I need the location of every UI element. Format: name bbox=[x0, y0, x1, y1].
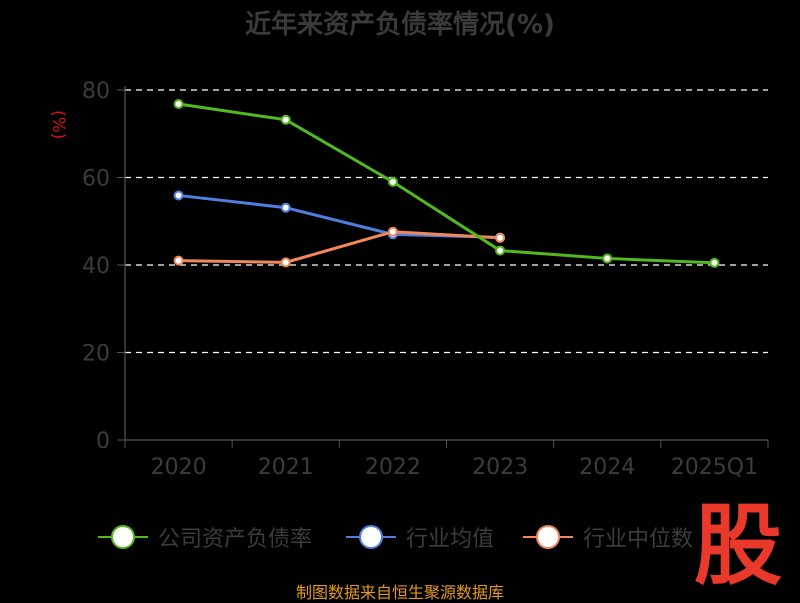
data-point-s2-2021 bbox=[280, 257, 291, 268]
series-line-2 bbox=[178, 230, 501, 264]
x-tick-label-2024: 2024 bbox=[579, 455, 635, 480]
data-point-s0-2022 bbox=[387, 176, 398, 187]
series-line-0 bbox=[178, 102, 715, 265]
data-point-s0-2020 bbox=[173, 99, 184, 109]
data-point-s2-2022 bbox=[387, 226, 398, 237]
x-tick-label-2021: 2021 bbox=[258, 455, 314, 480]
y-axis-label: (%) bbox=[48, 110, 68, 140]
legend: 公司资产负债率 行业均值 行业中位数 bbox=[0, 520, 800, 554]
y-tick-label-20: 20 bbox=[82, 342, 110, 367]
legend-label-industry-mean: 行业均值 bbox=[406, 527, 495, 552]
logo: 股 bbox=[693, 494, 782, 597]
series-line-1 bbox=[178, 193, 501, 239]
legend-item-industry-mean[interactable]: 行业均值 bbox=[346, 520, 494, 554]
x-tick-label-2022: 2022 bbox=[365, 455, 421, 480]
x-tick-label-2023: 2023 bbox=[472, 455, 528, 480]
data-point-s2-2020 bbox=[173, 255, 184, 266]
data-source-note: 制图数据来自恒生聚源数据库 bbox=[295, 583, 504, 602]
data-point-s0-2024 bbox=[602, 253, 613, 264]
y-tick-label-40: 40 bbox=[82, 254, 110, 279]
legend-swatch-company bbox=[98, 520, 148, 554]
legend-swatch-industry-median bbox=[523, 520, 573, 554]
data-point-s1-2021 bbox=[280, 202, 291, 213]
chart-title: 近年来资产负债率情况(%) bbox=[245, 10, 555, 40]
data-point-s1-2020 bbox=[173, 190, 184, 201]
data-point-s0-2023 bbox=[495, 245, 506, 256]
x-tick-label-2020: 2020 bbox=[151, 455, 207, 480]
data-point-s0-2025Q1 bbox=[709, 257, 720, 268]
data-point-s2-2023 bbox=[495, 232, 506, 243]
y-tick-label-0: 0 bbox=[96, 429, 110, 454]
data-point-s0-2021 bbox=[280, 114, 291, 125]
legend-item-company[interactable]: 公司资产负债率 bbox=[98, 520, 312, 554]
x-tick-label-2025Q1: 2025Q1 bbox=[671, 455, 758, 480]
y-tick-label-80: 80 bbox=[82, 79, 110, 104]
legend-label-company: 公司资产负债率 bbox=[158, 527, 313, 552]
legend-label-industry-median: 行业中位数 bbox=[583, 527, 694, 552]
y-tick-label-60: 60 bbox=[82, 167, 110, 192]
legend-swatch-industry-mean bbox=[346, 520, 396, 554]
legend-item-industry-median[interactable]: 行业中位数 bbox=[523, 520, 693, 554]
